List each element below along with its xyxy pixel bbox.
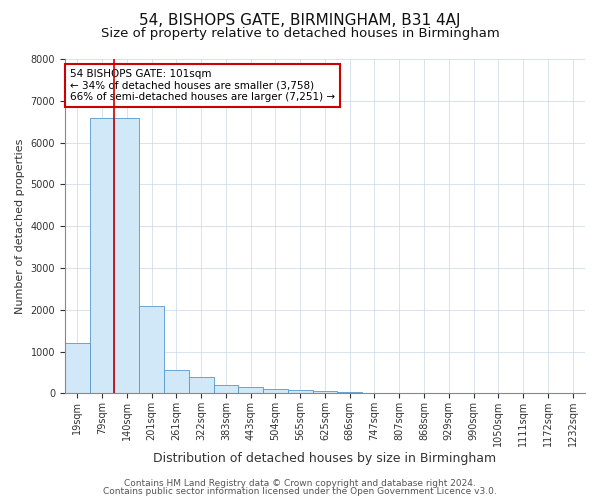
Bar xyxy=(65,343,89,394)
Bar xyxy=(139,306,164,394)
Text: Size of property relative to detached houses in Birmingham: Size of property relative to detached ho… xyxy=(101,28,499,40)
Bar xyxy=(238,387,263,394)
Bar xyxy=(115,118,139,394)
Text: 54 BISHOPS GATE: 101sqm
← 34% of detached houses are smaller (3,758)
66% of semi: 54 BISHOPS GATE: 101sqm ← 34% of detache… xyxy=(70,69,335,102)
Text: Contains public sector information licensed under the Open Government Licence v3: Contains public sector information licen… xyxy=(103,487,497,496)
Bar xyxy=(313,391,337,394)
Bar xyxy=(288,390,313,394)
Bar xyxy=(89,118,115,394)
Bar xyxy=(263,389,288,394)
Y-axis label: Number of detached properties: Number of detached properties xyxy=(15,138,25,314)
Bar xyxy=(164,370,189,394)
Bar xyxy=(189,376,214,394)
Text: 54, BISHOPS GATE, BIRMINGHAM, B31 4AJ: 54, BISHOPS GATE, BIRMINGHAM, B31 4AJ xyxy=(139,12,461,28)
Bar xyxy=(337,392,362,394)
X-axis label: Distribution of detached houses by size in Birmingham: Distribution of detached houses by size … xyxy=(154,452,497,465)
Text: Contains HM Land Registry data © Crown copyright and database right 2024.: Contains HM Land Registry data © Crown c… xyxy=(124,478,476,488)
Bar xyxy=(214,385,238,394)
